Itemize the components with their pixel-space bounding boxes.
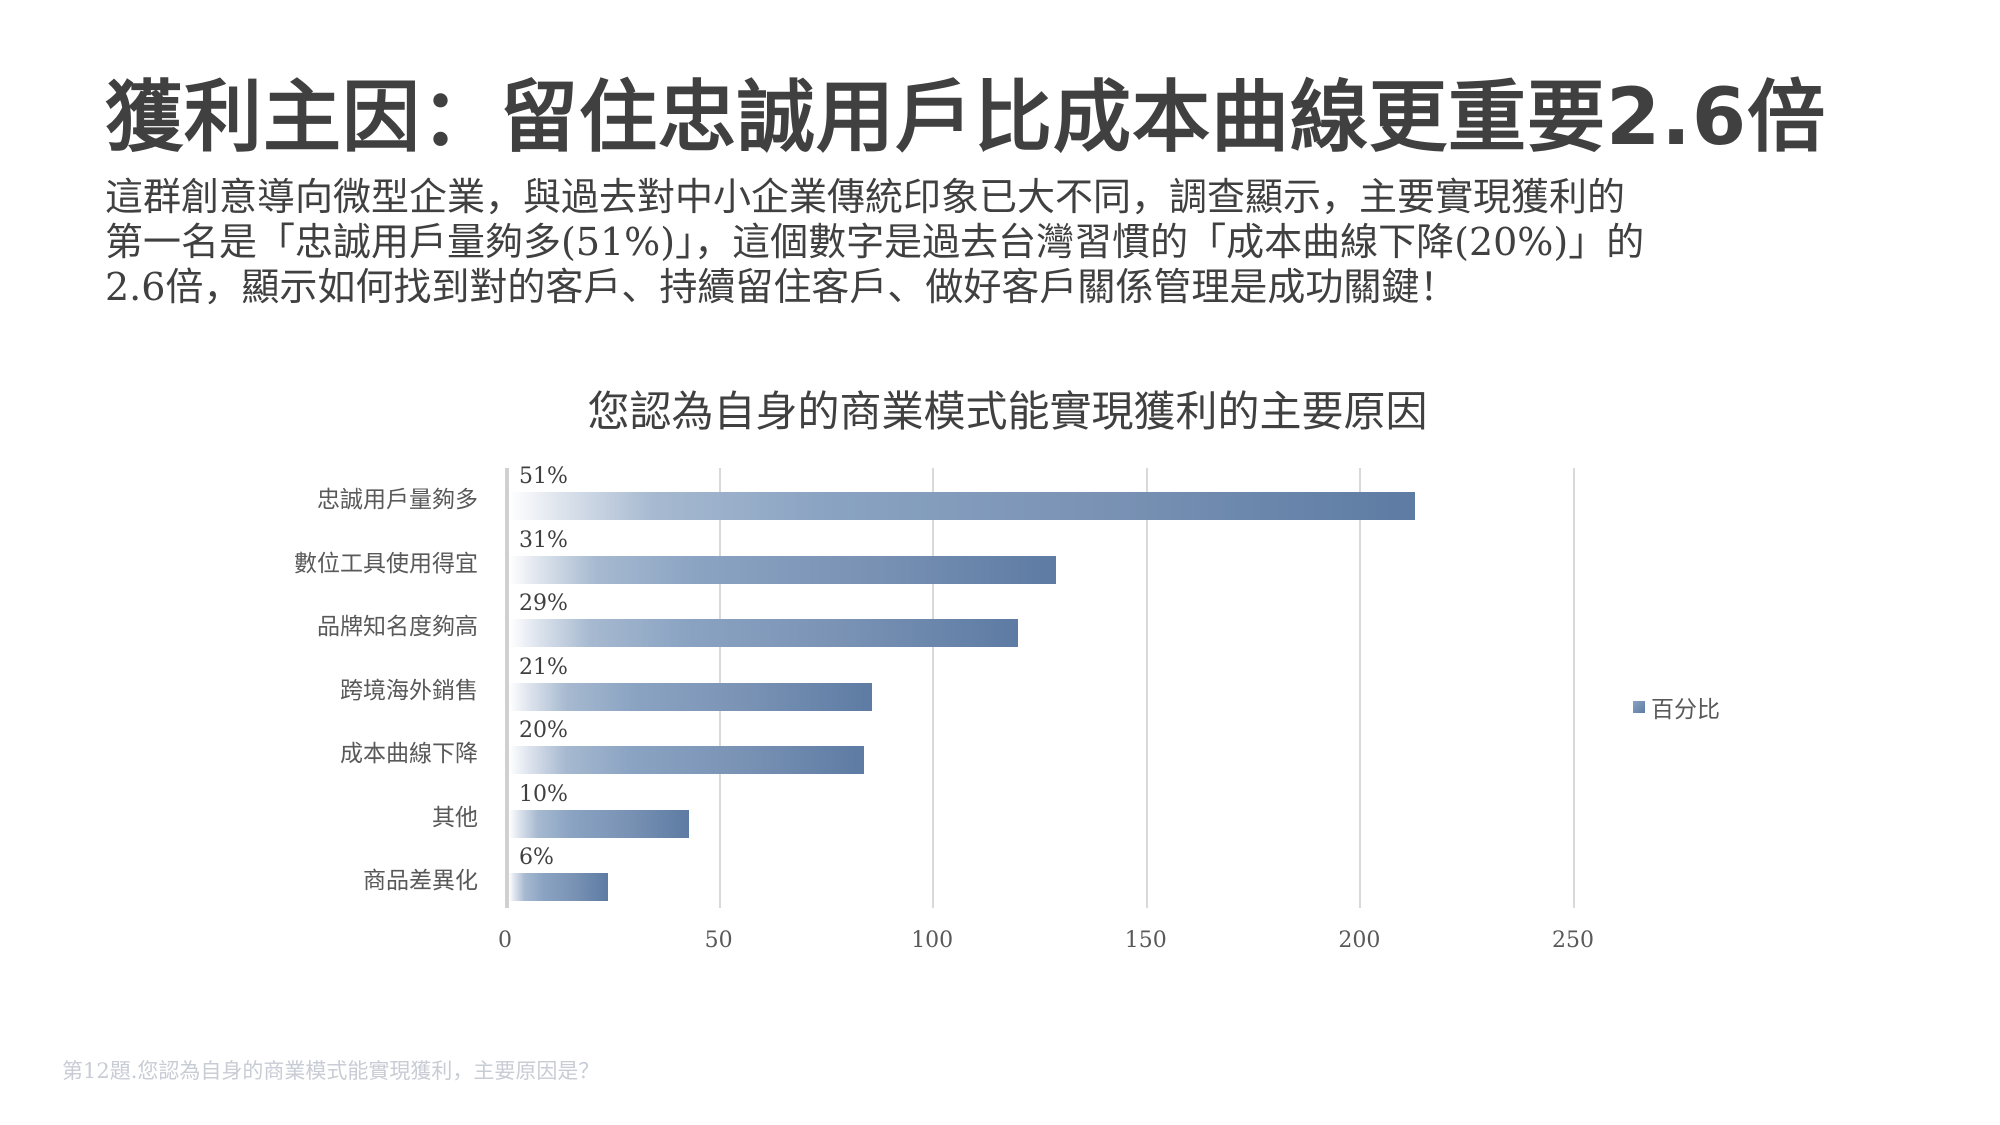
- slide-footer: 第12題.您認為自身的商業模式能實現獲利，主要原因是？: [62, 1059, 600, 1083]
- category-label: 商品差異化: [363, 868, 478, 894]
- x-tick-label: 100: [911, 928, 954, 953]
- data-label: 51%: [519, 464, 568, 489]
- gridline: [932, 468, 935, 908]
- category-label: 數位工具使用得宜: [294, 550, 478, 577]
- bar-row: 10%: [505, 782, 1573, 840]
- x-tick-label: 0: [498, 928, 512, 953]
- bar: [509, 746, 864, 774]
- bar: [509, 682, 873, 711]
- x-tick-label: 50: [704, 928, 733, 953]
- bar-row: 21%: [505, 655, 1573, 713]
- data-label: 6%: [519, 845, 554, 870]
- description-line: 這群創意導向微型企業，與過去對中小企業傳統印象已大不同，調查顯示，主要實現獲利的: [105, 175, 1626, 219]
- slide-description: 這群創意導向微型企業，與過去對中小企業傳統印象已大不同，調查顯示，主要實現獲利的…: [105, 175, 1825, 310]
- category-label: 品牌知名度夠高: [317, 614, 478, 640]
- category-label: 其他: [432, 804, 478, 831]
- category-label: 成本曲線下降: [340, 741, 478, 767]
- bar: [509, 555, 1057, 584]
- data-label: 21%: [519, 654, 568, 680]
- bar: [509, 809, 689, 838]
- chart-title: 您認為自身的商業模式能實現獲利的主要原因: [587, 387, 1428, 436]
- data-label: 31%: [519, 527, 568, 553]
- bar: [509, 873, 608, 901]
- gridline: [1359, 468, 1362, 908]
- bar-row: 31%: [505, 528, 1573, 586]
- x-tick-label: 250: [1552, 928, 1594, 953]
- x-tick-label: 150: [1124, 928, 1167, 953]
- chart-legend: 百分比: [1633, 690, 1720, 724]
- legend-swatch-icon: [1633, 701, 1645, 713]
- category-label: 跨境海外銷售: [340, 677, 478, 704]
- data-label: 29%: [519, 591, 568, 616]
- x-tick-label: 200: [1338, 928, 1381, 953]
- legend-label: 百分比: [1651, 697, 1720, 723]
- bar: [509, 619, 1018, 647]
- plot-area: 51% 31% 29% 21% 20% 10% 6%: [505, 464, 1575, 908]
- data-label: 10%: [519, 781, 568, 807]
- bar-row: 6%: [505, 845, 1573, 903]
- data-label: 20%: [519, 718, 568, 743]
- bar-row: 20%: [505, 718, 1573, 776]
- description-line: 2.6倍，顯示如何找到對的客戶、持續留住客戶、做好客戶關係管理是成功關鍵！: [105, 265, 1458, 309]
- category-label: 忠誠用戶量夠多: [317, 487, 478, 513]
- gridline: [1145, 468, 1148, 908]
- slide-title: 獲利主因：留住忠誠用戶比成本曲線更重要2.6倍: [105, 73, 1827, 163]
- gridline: [1573, 468, 1575, 908]
- bar: [509, 492, 1415, 520]
- bar-row: 29%: [505, 591, 1573, 649]
- y-axis-line: [505, 468, 509, 908]
- bar-row: 51%: [505, 464, 1573, 522]
- description-line: 第一名是「忠誠用戶量夠多(51%)」，這個數字是過去台灣習慣的「成本曲線下降(2…: [105, 220, 1645, 264]
